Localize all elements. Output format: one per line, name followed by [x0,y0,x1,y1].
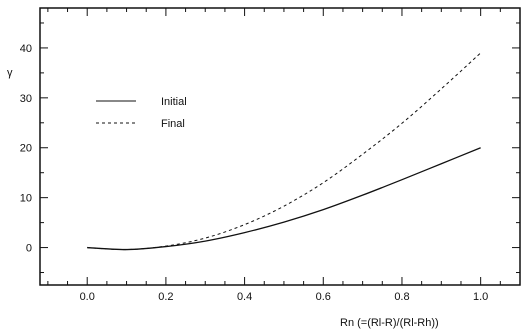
x-tick-label: 0.0 [80,291,95,303]
y-tick-label: 40 [20,43,32,55]
y-tick-label: 10 [20,193,32,205]
x-tick-label: 0.4 [237,291,252,303]
series-line-final [87,52,481,251]
x-tick-label: 0.2 [158,291,173,303]
x-axis-label: Rn (=(Rl-R)/(Rl-Rh)) [340,317,439,329]
y-tick-label: 30 [20,93,32,105]
legend-label-initial: Initial [161,96,187,108]
y-tick-label: 0 [26,243,32,255]
y-axis-label: γ [7,67,13,79]
plot-frame [39,7,521,286]
x-tick-label: 0.6 [316,291,331,303]
legend: Initial Final [96,96,187,130]
x-tick-label: 0.8 [394,291,409,303]
y-tick-label: 20 [20,143,32,155]
x-tick-label: 1.0 [473,291,488,303]
series-layer [87,52,481,251]
y-axis-ticks: 0 10 20 30 40 [20,22,520,274]
series-line-initial [87,147,481,251]
x-axis-ticks: 0.0 0.2 0.4 0.6 0.8 1.0 [47,8,521,303]
legend-label-final: Final [161,118,185,130]
